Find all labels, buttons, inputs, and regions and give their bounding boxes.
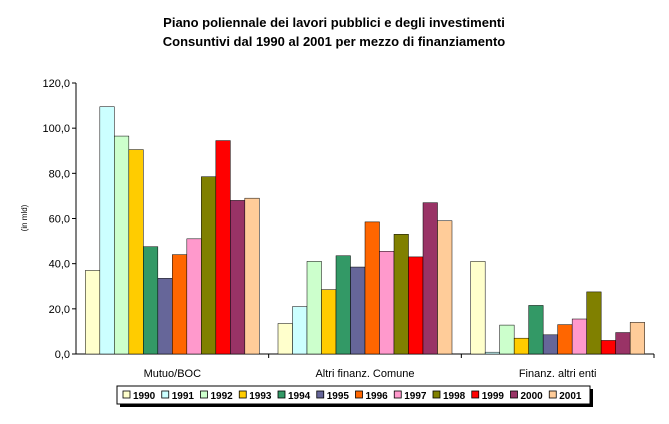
bar-1991-0 [99, 106, 115, 355]
y-tick-label: 60,0 [49, 214, 70, 226]
bar-2001-0 [244, 197, 260, 355]
bar-1996-1 [364, 221, 380, 355]
bar-2000-2 [615, 332, 631, 355]
bar-1999-1 [408, 256, 424, 355]
bar-2001-1 [437, 220, 453, 355]
legend-label-1994: 1994 [288, 391, 311, 402]
bar-1998-0 [201, 176, 217, 355]
x-category-label: Mutuo/BOC [144, 368, 202, 380]
y-tick-label: 100,0 [42, 123, 70, 135]
bar-1994-1 [335, 255, 351, 355]
legend-swatch-1997 [393, 390, 402, 399]
legend: 1990 1991 1992 1993 1994 1995 1996 1997 1998 1999… [116, 385, 593, 407]
legend-label-2000: 2000 [521, 391, 544, 402]
bar-1996-2 [557, 324, 573, 355]
bar-1999-2 [600, 340, 616, 355]
bar-1993-0 [128, 149, 144, 355]
legend-swatch-1998 [432, 390, 441, 399]
legend-swatch-2001 [548, 390, 557, 399]
legend-label-1997: 1997 [404, 391, 427, 402]
legend-swatch-1992 [200, 390, 208, 399]
legend-label-1990: 1990 [133, 391, 156, 402]
bar-1998-2 [586, 291, 602, 355]
y-tick-label: 40,0 [49, 259, 70, 271]
legend-label-1996: 1996 [366, 391, 389, 402]
legend-label-1993: 1993 [249, 391, 272, 402]
bar-1993-1 [321, 289, 337, 355]
bar-1995-2 [542, 334, 558, 355]
bar-1994-0 [143, 246, 159, 355]
chart-subtitle: Consuntivi dal 1990 al 2001 per mezzo di… [163, 34, 505, 49]
legend-swatch-1996 [355, 390, 363, 399]
x-category-label: Altri finanz. Comune [315, 368, 414, 380]
y-tick-label: 80,0 [49, 168, 70, 180]
bar-1998-1 [393, 234, 409, 355]
bar-2000-1 [422, 202, 438, 355]
legend-label-1999: 1999 [482, 391, 505, 402]
legend-label-1991: 1991 [172, 391, 195, 402]
bar-1996-0 [172, 254, 188, 355]
plot-area: 0,0 20,0 40,0 60,0 80,0 100,0 120,0 Mutuo/BOC Al… [42, 78, 655, 380]
bar-1995-0 [157, 278, 173, 355]
legend-swatch-1990 [122, 390, 131, 399]
bar-1997-0 [186, 238, 202, 355]
bar-1991-1 [292, 306, 308, 355]
legend-swatch-1995 [316, 390, 325, 399]
legend-label-1995: 1995 [327, 391, 350, 402]
bar-1990-0 [85, 270, 101, 355]
legend-swatch-1993 [238, 390, 247, 399]
legend-label-2001: 2001 [559, 391, 582, 402]
bar-1992-1 [306, 261, 322, 355]
y-tick-label: 0,0 [55, 349, 70, 361]
bar-1992-0 [114, 135, 130, 355]
bar-1993-2 [513, 337, 529, 355]
bar-2001-2 [629, 322, 645, 355]
bar-1997-2 [571, 318, 587, 355]
bar-1990-1 [277, 323, 293, 355]
bar-1994-2 [528, 305, 544, 355]
y-tick-label: 20,0 [49, 304, 70, 316]
bar-1999-0 [215, 140, 231, 355]
bar-1990-2 [470, 261, 486, 355]
legend-swatch-1991 [161, 390, 170, 399]
bar-1997-1 [379, 251, 395, 355]
legend-label-1992: 1992 [211, 391, 234, 402]
legend-swatch-1994 [277, 390, 286, 399]
bar-1992-2 [499, 324, 515, 355]
bar-1991-2 [484, 351, 500, 355]
legend-swatch-2000 [510, 390, 518, 399]
x-category-label: Finanz. altri enti [519, 368, 597, 380]
bar-1995-1 [350, 266, 366, 355]
legend-box [116, 385, 591, 405]
bar-2000-0 [230, 200, 246, 355]
y-axis-label: (in mld) [20, 204, 29, 231]
y-tick-label: 120,0 [42, 78, 70, 90]
legend-swatch-1999 [471, 390, 480, 399]
legend-label-1998: 1998 [443, 391, 466, 402]
chart-title: Piano poliennale dei lavori pubblici e d… [163, 15, 505, 30]
